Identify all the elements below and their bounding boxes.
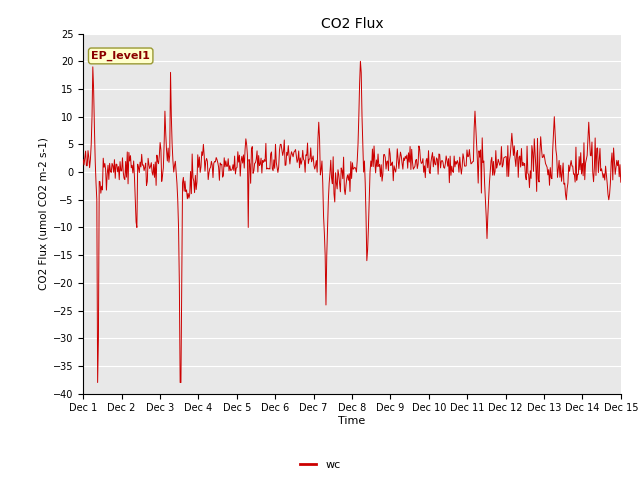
X-axis label: Time: Time [339, 416, 365, 426]
Legend: wc: wc [295, 456, 345, 474]
Text: EP_level1: EP_level1 [92, 51, 150, 61]
Y-axis label: CO2 Flux (umol CO2 m-2 s-1): CO2 Flux (umol CO2 m-2 s-1) [38, 137, 49, 290]
Title: CO2 Flux: CO2 Flux [321, 17, 383, 31]
